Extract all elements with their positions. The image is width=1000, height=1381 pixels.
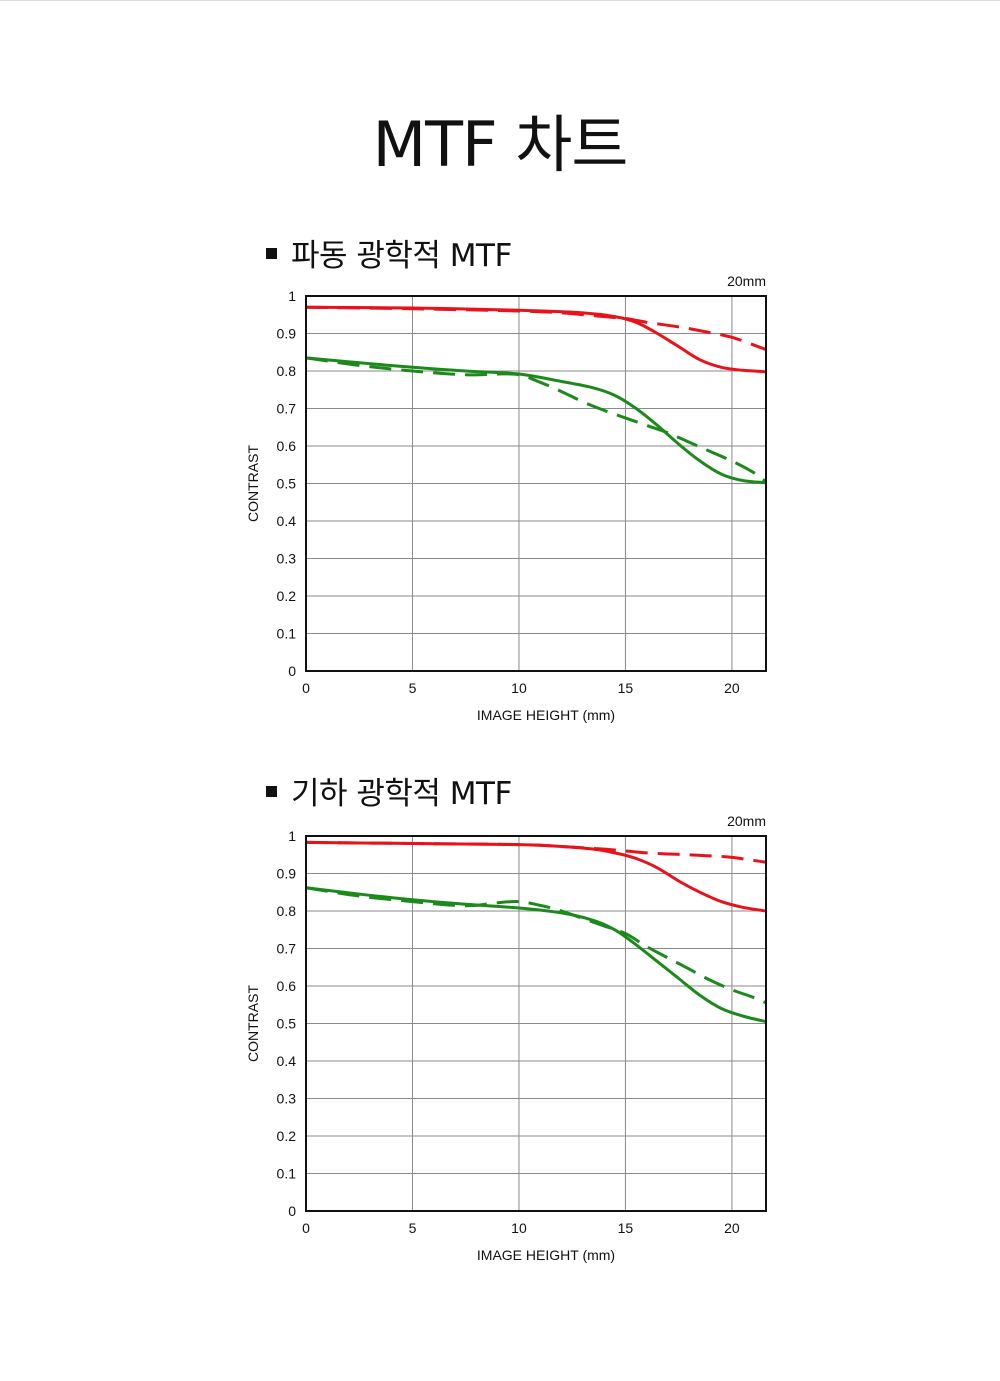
page-title: MTF 차트 [372,108,629,181]
plot-frame [305,835,767,1212]
series-green-solid-line [305,886,767,1024]
y-tick-label: 0.2 [277,1128,297,1144]
section-title-wave: 파동 광학적 MTF [266,238,512,275]
focal-length-label: 20mm [727,813,766,829]
y-tick-label: 0.9 [277,326,297,342]
y-axis-label: CONTRAST [245,985,261,1062]
x-tick-label: 15 [618,680,634,696]
x-axis-label: IMAGE HEIGHT (mm) [477,707,615,723]
y-tick-label: 0.3 [277,1091,297,1107]
mtf-chart-geometric-optics: 00.10.20.30.40.50.60.70.80.910 5 10 15 2020m… [245,813,767,1263]
focal-length-label: 20mm [727,273,766,289]
y-tick-label: 0.7 [277,401,297,417]
bullet-square-icon [266,786,277,797]
y-axis-label: CONTRAST [245,445,261,522]
y-tick-label: 0.4 [277,1053,297,1069]
y-tick-label: 0 [288,1203,296,1219]
y-tick-label: 1 [288,288,296,304]
y-tick-label: 0.6 [277,978,297,994]
bullet-square-icon [266,248,277,259]
plot-frame [305,295,767,672]
y-tick-label: 0.8 [277,363,297,379]
series-green-solid-line [305,356,767,485]
y-tick-label: 0.7 [277,941,297,957]
section-title-wave-label: 파동 광학적 MTF [291,238,512,274]
y-tick-label: 0.8 [277,903,297,919]
series-red-solid-line [305,305,767,374]
x-tick-label: 10 [511,680,527,696]
series-green-dashed-line [305,886,767,1005]
x-tick-label: 0 [302,680,310,696]
series-green-dashed-line [305,356,767,483]
x-tick-label: 0 [302,1220,310,1236]
y-tick-label: 0.1 [277,626,297,642]
x-tick-label: 20 [724,1220,740,1236]
y-tick-label: 0.1 [277,1166,297,1182]
y-tick-label: 0.4 [277,513,297,529]
top-divider [0,0,1000,1]
section-title-geometric: 기하 광학적 MTF [266,776,512,813]
y-tick-label: 0.5 [277,476,297,492]
y-tick-label: 0.5 [277,1016,297,1032]
y-tick-label: 0 [288,663,296,679]
series-red-dashed-line [305,840,767,864]
x-axis-label: IMAGE HEIGHT (mm) [477,1247,615,1263]
x-tick-label: 5 [409,1220,417,1236]
x-tick-label: 5 [409,680,417,696]
x-tick-label: 20 [724,680,740,696]
y-tick-label: 1 [288,828,296,844]
series-red-solid-line [305,840,767,913]
y-tick-label: 0.6 [277,438,297,454]
y-tick-label: 0.9 [277,866,297,882]
x-tick-label: 10 [511,1220,527,1236]
y-tick-label: 0.2 [277,588,297,604]
series-red-dashed-line [305,305,767,352]
y-tick-label: 0.3 [277,551,297,567]
mtf-chart-wave-optics: 00.10.20.30.40.50.60.70.80.910 5 10 15 2020m… [245,273,767,723]
section-title-geometric-label: 기하 광학적 MTF [291,776,512,812]
x-tick-label: 15 [618,1220,634,1236]
